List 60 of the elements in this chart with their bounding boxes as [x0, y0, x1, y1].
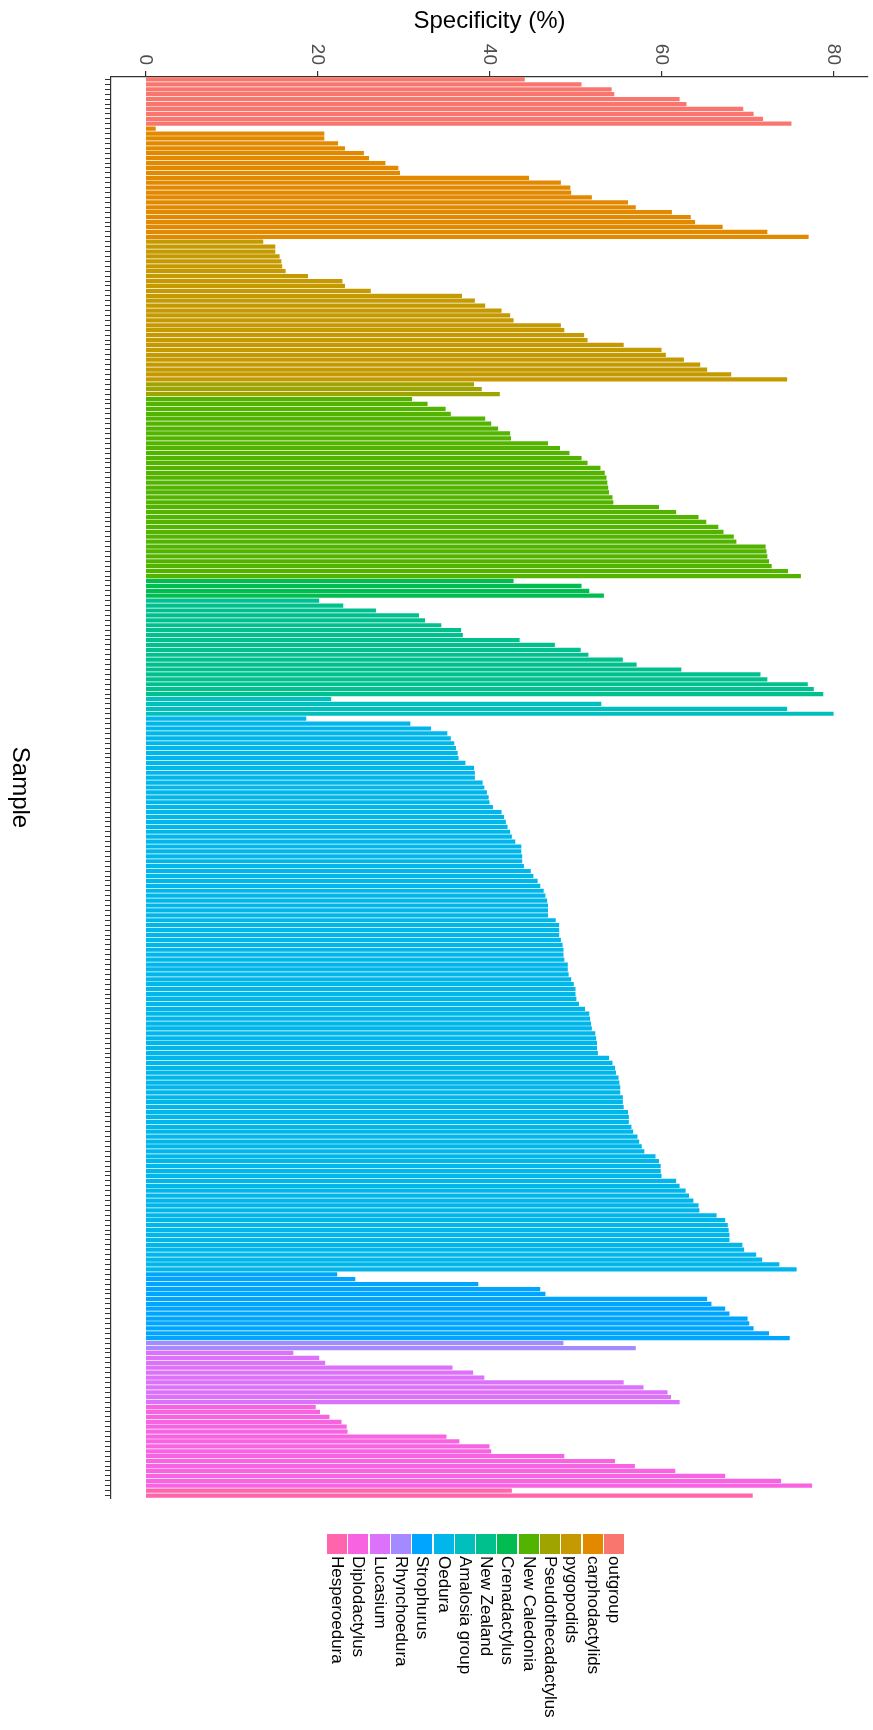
bar [146, 1109, 628, 1115]
bar [146, 991, 576, 997]
bar [146, 996, 577, 1002]
x-tick-label: 20 [308, 43, 330, 65]
bar [146, 878, 538, 884]
bar [146, 1045, 598, 1051]
bar [146, 1404, 316, 1410]
bar [146, 873, 534, 879]
legend-label: outgroup [603, 1556, 624, 1624]
bar [146, 1227, 729, 1233]
legend-label: pygopodids [561, 1556, 582, 1643]
y-axis-title: Sample [8, 746, 36, 829]
bar [146, 278, 343, 284]
bar [146, 814, 505, 820]
x-tick-label: 0 [136, 54, 158, 65]
bar [146, 937, 561, 943]
legend-label: Diplodactylus [348, 1556, 369, 1658]
bar [146, 750, 458, 756]
bar [146, 691, 824, 697]
bar [146, 1232, 730, 1238]
legend-label: Pseudothecadactylus [540, 1556, 561, 1718]
bar [146, 809, 502, 815]
bar [146, 573, 801, 579]
bar [146, 1168, 661, 1174]
bar [146, 1483, 813, 1488]
legend-label: Amalosia group [454, 1556, 475, 1675]
legend-label: carphodactylids [582, 1556, 603, 1675]
bar [146, 465, 601, 471]
legend-label: Oedura [433, 1556, 454, 1613]
bar [146, 1114, 629, 1120]
bar [146, 1286, 541, 1292]
bar [146, 234, 809, 239]
bar [146, 868, 531, 874]
legend-label: Lucasium [369, 1556, 390, 1629]
bar [146, 1055, 610, 1061]
bar [146, 593, 604, 598]
bar [146, 819, 506, 825]
bar [146, 927, 560, 933]
bar [146, 711, 834, 716]
bar [146, 1493, 753, 1498]
bar [146, 524, 719, 530]
x-tick-label: 80 [824, 43, 846, 65]
legend-label: Hesperoedura [327, 1556, 348, 1664]
legend-label: Strophurus [412, 1556, 433, 1640]
bar [146, 1345, 636, 1351]
bar [146, 986, 576, 992]
bar [146, 121, 792, 126]
bar [146, 1222, 728, 1228]
x-tick-label: 40 [480, 43, 502, 65]
legend-label: New Zealand [476, 1556, 497, 1657]
legend-label: New Caledonia [518, 1556, 539, 1672]
bar [146, 932, 560, 938]
x-axis-title: Specificity (%) [413, 6, 566, 34]
bar [146, 165, 399, 171]
bar [146, 347, 662, 353]
bar [146, 1163, 661, 1169]
legend-label: Rhynchoedura [390, 1556, 411, 1667]
legend-label: Crenadactylus [497, 1556, 518, 1665]
bar [146, 1104, 624, 1110]
x-tick-label: 60 [652, 43, 674, 65]
